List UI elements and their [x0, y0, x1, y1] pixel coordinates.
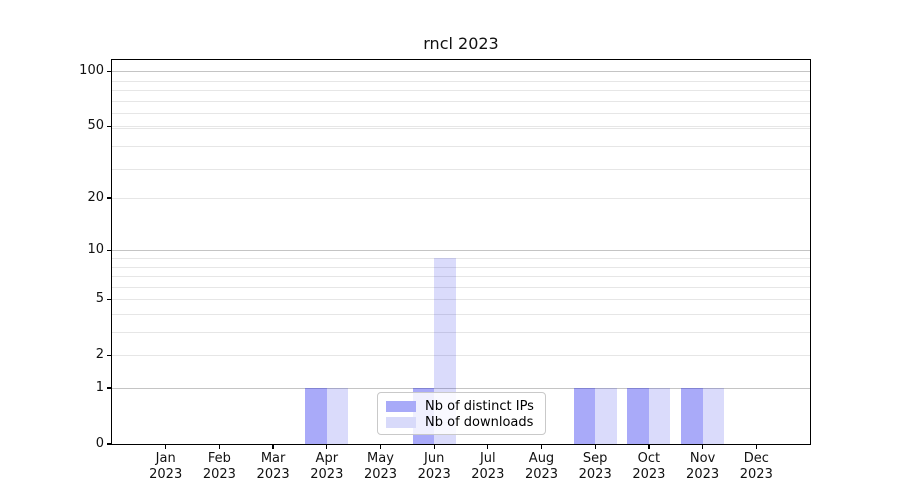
y-tick-5 [107, 298, 111, 300]
gridline-minor-6 [112, 286, 810, 288]
bar-ips-sep [573, 388, 596, 444]
y-tick-0 [107, 443, 111, 445]
y-tick-50 [107, 125, 111, 128]
legend-label-downloads: Nb of downloads [425, 414, 534, 430]
x-tick-sep [594, 445, 596, 449]
x-tick-label-may: May 2023 [363, 451, 398, 482]
x-tick-nov [701, 445, 704, 449]
x-tick-aug [540, 445, 543, 449]
x-tick-label-oct: Oct 2023 [632, 451, 666, 482]
x-tick-feb [218, 445, 221, 449]
bar-downloads-apr [326, 388, 349, 444]
x-tick-label-jan: Jan 2023 [149, 451, 183, 482]
y-tick-label-2: 2 [95, 347, 104, 363]
gridline-minor-9 [112, 258, 810, 259]
gridline-major-100 [112, 71, 810, 73]
bar-ips-oct [627, 388, 649, 444]
x-tick-label-sep: Sep 2023 [578, 451, 612, 482]
x-tick-label-nov: Nov 2023 [686, 451, 720, 482]
gridline-minor-4 [112, 314, 810, 315]
legend-swatch-downloads [386, 416, 416, 428]
y-tick-label-10: 10 [87, 242, 104, 258]
y-tick-label-20: 20 [87, 190, 104, 206]
legend-row-ips: Nb of distinct IPs [386, 398, 537, 414]
gridline-minor-39 [112, 146, 810, 147]
gridline-minor-50 [112, 126, 810, 128]
gridline-minor-5 [112, 299, 810, 301]
x-tick-dec [755, 445, 757, 449]
x-tick-label-dec: Dec 2023 [739, 451, 773, 482]
x-tick-label-apr: Apr 2023 [310, 451, 344, 482]
y-tick-20 [107, 197, 111, 199]
y-tick-2 [107, 354, 111, 356]
x-tick-label-jun: Jun 2023 [417, 451, 451, 482]
x-tick-apr [326, 445, 328, 449]
bar-ips-apr [305, 388, 327, 444]
y-tick-label-100: 100 [79, 63, 104, 79]
bar-downloads-oct [648, 388, 671, 444]
gridline-minor-2 [112, 355, 810, 357]
gridline-minor-59 [112, 113, 810, 115]
x-tick-jul [487, 445, 489, 449]
x-tick-may [379, 445, 382, 449]
chart-title: rncl 2023 [423, 34, 499, 53]
y-tick-label-1: 1 [95, 380, 104, 395]
x-tick-label-mar: Mar 2023 [256, 451, 290, 482]
x-tick-label-aug: Aug 2023 [524, 451, 559, 482]
gridline-minor-8 [112, 266, 810, 268]
gridline-major-1 [112, 388, 810, 389]
y-tick-label-50: 50 [87, 118, 104, 134]
y-tick-100 [107, 70, 111, 72]
legend-row-downloads: Nb of downloads [386, 414, 537, 430]
y-tick-label-0: 0 [95, 436, 104, 451]
legend-label-ips: Nb of distinct IPs [425, 398, 534, 414]
x-tick-jun [433, 445, 435, 449]
y-tick-10 [107, 249, 111, 251]
x-tick-label-feb: Feb 2023 [202, 451, 236, 482]
gridline-minor-79 [112, 90, 810, 91]
bar-downloads-nov [702, 388, 725, 444]
y-tick-label-5: 5 [95, 291, 104, 307]
bar-ips-nov [681, 388, 703, 444]
plot-area [111, 59, 811, 445]
x-tick-jan [165, 445, 167, 449]
x-tick-label-jul: Jul 2023 [471, 451, 505, 482]
x-tick-mar [272, 445, 274, 449]
legend: Nb of distinct IPs Nb of downloads [377, 392, 546, 435]
y-tick-1 [107, 387, 111, 389]
gridline-minor-49 [112, 128, 810, 129]
bar-downloads-sep [595, 388, 617, 444]
gridline-minor-29 [112, 169, 810, 171]
gridline-minor-7 [112, 276, 810, 277]
gridline-minor-3 [112, 332, 810, 333]
x-tick-oct [648, 445, 650, 449]
legend-swatch-ips [386, 400, 416, 412]
gridline-minor-20 [112, 198, 810, 200]
gridline-minor-69 [112, 100, 810, 102]
gridline-major-10 [112, 250, 810, 252]
gridline-minor-89 [112, 80, 810, 82]
